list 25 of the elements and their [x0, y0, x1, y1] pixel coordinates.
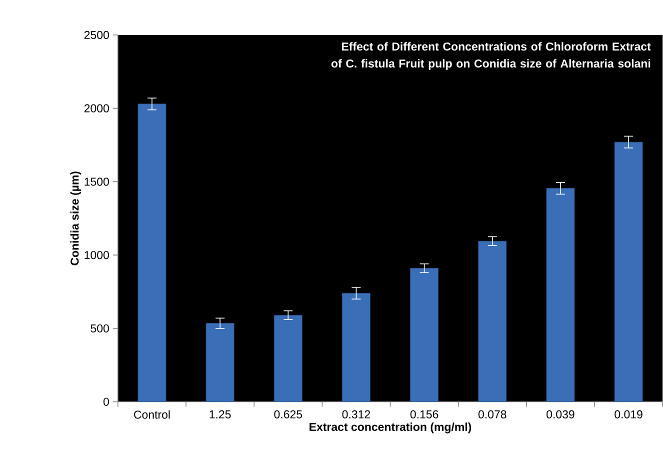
- bar: [274, 315, 302, 402]
- x-tick-label: 0.625: [274, 410, 302, 419]
- bar: [206, 323, 234, 402]
- x-tick-label: 1.25: [210, 410, 231, 419]
- bar: [138, 104, 166, 402]
- y-axis-title: Conidia size (µm): [70, 172, 82, 266]
- x-tick-label: 0.039: [546, 410, 574, 419]
- x-tick-label: 0.019: [614, 410, 642, 419]
- x-tick-label: 0.312: [342, 410, 370, 419]
- x-tick-label: 0.156: [410, 410, 438, 419]
- bar: [410, 268, 439, 402]
- y-tick-label: 1500: [84, 178, 109, 186]
- y-tick-label: 0: [103, 398, 109, 406]
- x-tick-label: Control: [134, 410, 170, 419]
- y-tick-label: 2000: [84, 104, 109, 113]
- x-axis-title: Extract concentration (mg/ml): [310, 422, 472, 434]
- bar: [614, 142, 643, 402]
- text: Effect of Different Concentrations of Chloroform Extract of C. fistula Fruit pulp on Conidia size of Alternaria solani: [331, 42, 651, 70]
- bar: [478, 241, 507, 402]
- y-tick-label: 500: [90, 324, 109, 333]
- x-tick-label: 0.078: [478, 410, 506, 419]
- bar: [342, 293, 370, 402]
- y-tick-label: 1000: [84, 251, 109, 260]
- bar: [546, 188, 575, 402]
- y-tick-label: 2500: [84, 31, 109, 40]
